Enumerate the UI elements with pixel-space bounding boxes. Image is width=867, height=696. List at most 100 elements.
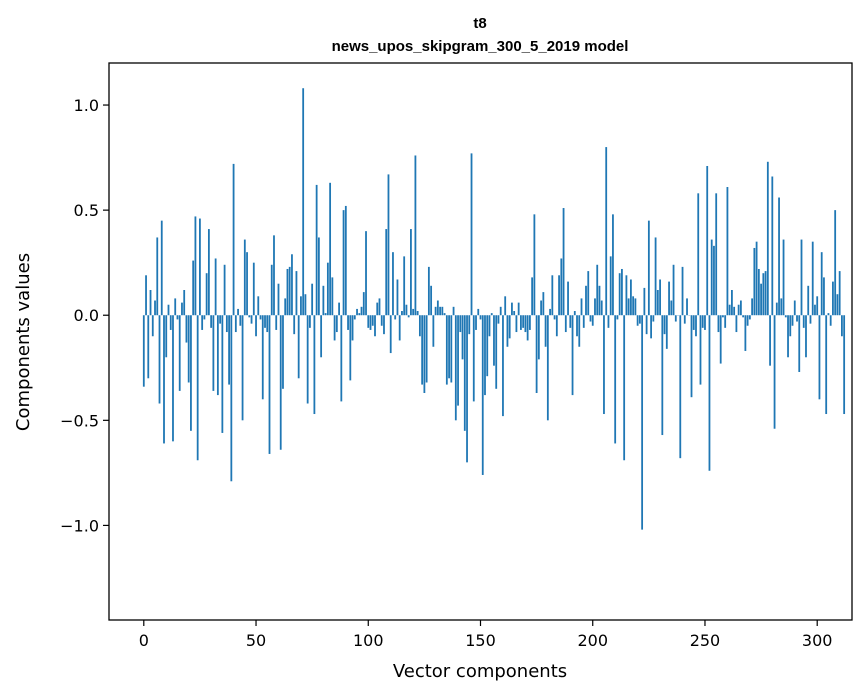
- chart-title-line-2: news_upos_skipgram_300_5_2019 model: [332, 38, 629, 55]
- bar-41: [234, 315, 237, 333]
- bar-260: [726, 187, 729, 316]
- bar-59: [275, 315, 278, 330]
- bar-71: [302, 88, 305, 316]
- bar-115: [401, 311, 403, 316]
- bar-90: [344, 205, 347, 316]
- bar-274: [757, 268, 760, 316]
- bar-19: [185, 315, 188, 343]
- bar-27: [203, 315, 206, 320]
- bar-310: [838, 271, 841, 316]
- bar-158: [497, 315, 500, 324]
- bar-187: [562, 208, 565, 316]
- bar-245: [692, 315, 695, 330]
- bar-108: [385, 229, 388, 316]
- plot-frame: [108, 62, 853, 621]
- bar-29: [207, 229, 210, 316]
- x-tick-label: 50: [246, 631, 266, 650]
- bar-134: [443, 313, 446, 316]
- bar-168: [520, 315, 522, 330]
- y-tick-label: 0.0: [74, 306, 99, 325]
- bar-304: [825, 315, 828, 415]
- bar-242: [686, 298, 688, 316]
- bar-275: [760, 283, 762, 316]
- bar-174: [533, 214, 536, 316]
- bar-287: [787, 315, 789, 358]
- bar-236: [672, 264, 675, 316]
- bar-221: [638, 315, 641, 324]
- bar-178: [542, 292, 545, 316]
- bar-215: [625, 275, 628, 316]
- bar-256: [717, 315, 720, 333]
- bar-129: [432, 315, 435, 347]
- bar-193: [576, 315, 578, 337]
- bar-162: [506, 315, 509, 347]
- bar-10: [165, 315, 168, 358]
- bar-270: [748, 315, 751, 320]
- bar-194: [578, 315, 581, 347]
- bar-266: [739, 300, 742, 316]
- bar-23: [194, 216, 197, 316]
- bar-257: [719, 315, 722, 364]
- bar-286: [784, 315, 787, 318]
- bar-307: [832, 281, 834, 316]
- bar-37: [225, 315, 228, 333]
- bar-105: [378, 298, 381, 316]
- bar-91: [347, 315, 349, 330]
- bar-179: [544, 315, 547, 347]
- bar-61: [279, 315, 282, 450]
- bar-226: [650, 315, 652, 339]
- bar-249: [701, 315, 704, 328]
- bar-299: [814, 304, 816, 316]
- bar-28: [205, 273, 208, 316]
- bar-16: [178, 315, 181, 391]
- bar-1: [145, 275, 147, 316]
- bar-210: [614, 315, 617, 444]
- bar-269: [746, 315, 749, 326]
- bar-132: [439, 306, 441, 316]
- bar-79: [320, 315, 323, 358]
- bar-303: [823, 277, 825, 316]
- bar-301: [818, 315, 821, 400]
- bar-308: [834, 210, 837, 316]
- bar-126: [425, 315, 428, 383]
- bar-271: [751, 298, 754, 316]
- bar-72: [304, 294, 307, 316]
- bar-252: [708, 315, 711, 471]
- bar-40: [232, 163, 235, 316]
- bar-159: [499, 306, 502, 316]
- bar-253: [710, 239, 713, 316]
- bar-8: [160, 220, 163, 316]
- x-tick-label: 150: [465, 631, 496, 650]
- bar-169: [522, 315, 525, 328]
- bar-89: [342, 210, 345, 316]
- bar-70: [300, 296, 302, 316]
- bar-46: [246, 252, 248, 316]
- bar-114: [398, 315, 401, 341]
- bar-268: [744, 315, 747, 351]
- bar-259: [724, 315, 727, 328]
- bar-13: [172, 315, 174, 442]
- bar-18: [183, 290, 186, 316]
- bar-48: [250, 315, 253, 324]
- x-tick-label: 250: [690, 631, 721, 650]
- bar-197: [585, 285, 587, 316]
- bar-32: [214, 258, 217, 316]
- bar-254: [713, 245, 715, 316]
- bar-143: [463, 315, 466, 431]
- bar-309: [836, 294, 839, 316]
- bar-200: [591, 315, 594, 326]
- bar-24: [196, 315, 199, 461]
- bar-122: [416, 311, 419, 316]
- bar-2: [147, 315, 150, 379]
- bar-57: [270, 264, 273, 316]
- bar-83: [329, 182, 332, 316]
- bar-188: [564, 315, 567, 333]
- bar-127: [427, 266, 430, 316]
- bar-99: [365, 231, 367, 316]
- bar-173: [531, 277, 534, 316]
- bar-45: [243, 239, 246, 316]
- bar-35: [221, 315, 224, 433]
- bar-229: [656, 290, 659, 316]
- bar-160: [502, 315, 504, 417]
